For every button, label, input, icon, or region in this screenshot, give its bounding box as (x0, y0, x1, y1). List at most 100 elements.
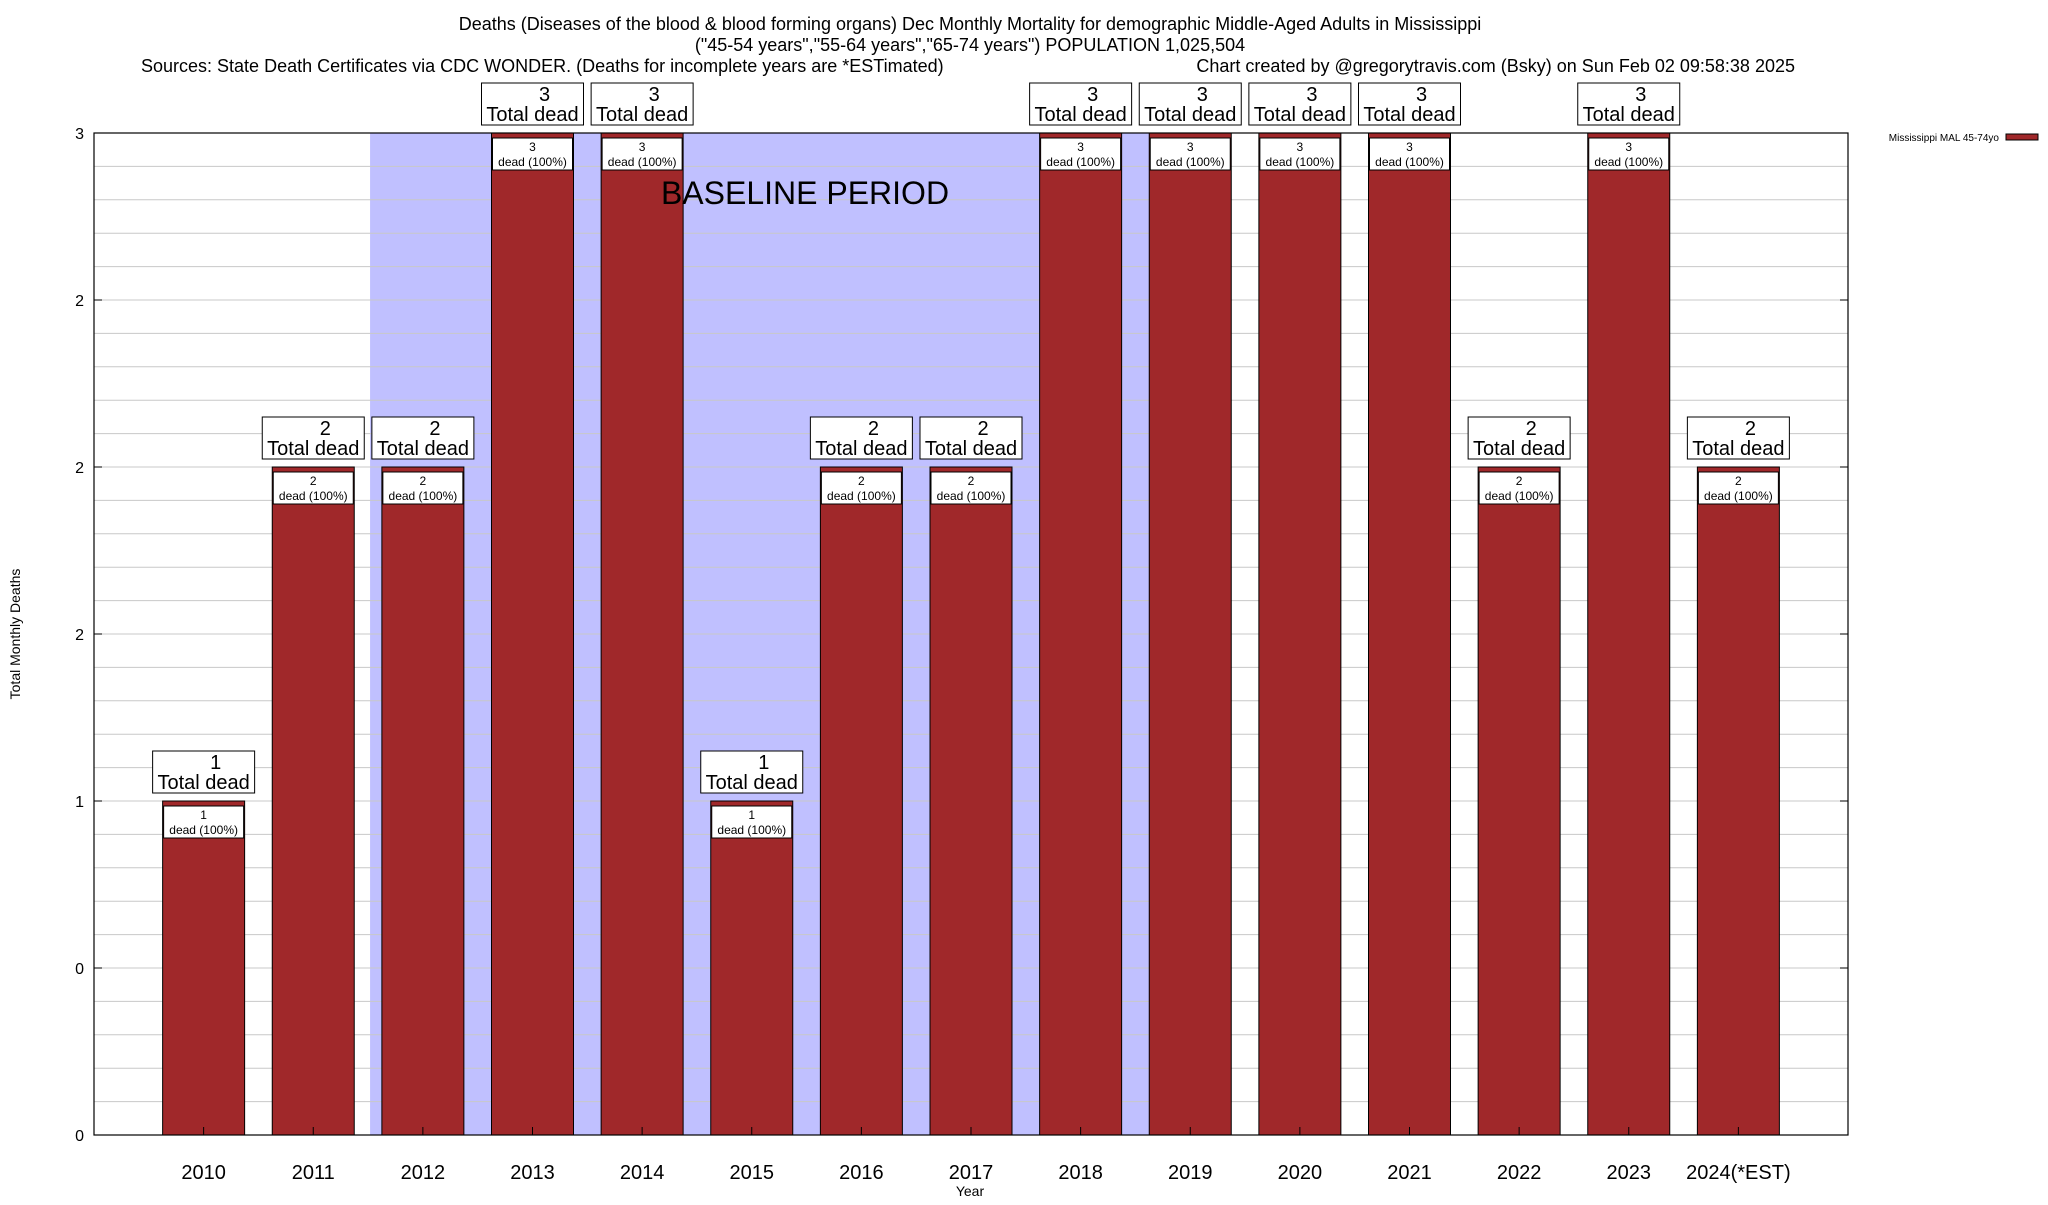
bar-2020 (1258, 132, 1342, 1136)
x-tick-label: 2019 (1168, 1162, 1213, 1184)
chart-subtitle: ("45-54 years","55-64 years","65-74 year… (695, 35, 1245, 55)
bar-2015 (710, 800, 794, 1136)
plot-frame (93, 132, 1849, 1136)
bars-layer (152, 82, 1790, 1136)
bar-inner-percent-label: dead (100%) (937, 489, 1006, 503)
bar-total-dead-label: Total dead (1583, 104, 1675, 126)
bar-2012 (381, 466, 465, 1136)
bar-total-dead-label: Total dead (486, 104, 578, 126)
bar-total-label-box (371, 416, 475, 460)
bar-total-value-label: 3 (1197, 84, 1208, 106)
bar-total-value-label: 3 (1087, 84, 1098, 106)
bar-2018 (1039, 132, 1123, 1136)
bar-inner-percent-label: dead (100%) (717, 823, 786, 837)
bar-total-dead-label: Total dead (925, 438, 1017, 460)
bar-2017 (929, 466, 1013, 1136)
bar-inner-percent-label: dead (100%) (1156, 155, 1225, 169)
bar-total-dead-label: Total dead (377, 438, 469, 460)
bar-total-value-label: 3 (1635, 84, 1646, 106)
x-tick-label: 2015 (730, 1162, 775, 1184)
bar-inner-value-label: 3 (1406, 140, 1413, 154)
bar-2023 (1587, 132, 1671, 1136)
bar-total-dead-label: Total dead (157, 772, 249, 794)
bar-2019 (1148, 132, 1232, 1136)
bar-total-value-label: 1 (210, 752, 221, 774)
bar-inner-value-label: 3 (1187, 140, 1194, 154)
bar-inner-value-label: 2 (968, 474, 975, 488)
bar-inner-value-label: 2 (1735, 474, 1742, 488)
x-tick-label: 2021 (1387, 1162, 1432, 1184)
bar-total-label-box (152, 750, 256, 794)
bar-inner-percent-label: dead (100%) (1375, 155, 1444, 169)
x-axis-label: Year (956, 1183, 985, 1199)
baseline-period-label: BASELINE PERIOD (661, 175, 949, 211)
bar-2022 (1477, 466, 1561, 1136)
x-tick-label: 2024(*EST) (1686, 1162, 1791, 1184)
bar-inner-label-box (1149, 137, 1231, 171)
legend: Mississippi MAL 45-74yo (1889, 133, 2039, 144)
legend-swatch (2005, 133, 2039, 141)
plot-frame-layer (93, 132, 1849, 1136)
bar-total-label-box (1358, 82, 1461, 126)
x-tick-label: 2017 (949, 1162, 994, 1184)
bar-total-dead-label: Total dead (596, 104, 688, 126)
bar-inner-percent-label: dead (100%) (279, 489, 348, 503)
bar-total-value-label: 2 (1526, 418, 1537, 440)
x-tick-label: 2013 (510, 1162, 555, 1184)
x-tick-label: 2010 (181, 1162, 226, 1184)
bar-inner-label-box (1040, 137, 1122, 171)
bar-total-value-label: 1 (758, 752, 769, 774)
y-tick-label: 1 (75, 794, 84, 811)
bar-inner-label-box (1478, 471, 1560, 505)
bar-inner-label-box (820, 471, 902, 505)
bar-2016 (819, 466, 903, 1136)
y-tick-label: 3 (75, 126, 84, 143)
bar-total-label-box (919, 416, 1023, 460)
bar-total-value-label: 2 (868, 418, 879, 440)
y-tick-label: 0 (75, 1128, 84, 1145)
bar-inner-value-label: 2 (420, 474, 427, 488)
bar-inner-label-box (163, 805, 245, 839)
bar-inner-percent-label: dead (100%) (1485, 489, 1554, 503)
bar-total-value-label: 3 (1306, 84, 1317, 106)
bar-total-label-box (261, 416, 365, 460)
bar-inner-percent-label: dead (100%) (1704, 489, 1773, 503)
bar-total-dead-label: Total dead (815, 438, 907, 460)
legend-entry-label: Mississippi MAL 45-74yo (1889, 133, 2000, 144)
bar-total-label-box (1686, 416, 1790, 460)
bar-total-label-box (481, 82, 584, 126)
x-tick-label: 2011 (292, 1162, 335, 1184)
y-axis-label: Total Monthly Deaths (7, 569, 23, 700)
chart-credit: Chart created by @gregorytravis.com (Bsk… (1196, 56, 1795, 76)
bar-2024(*EST) (1696, 466, 1780, 1136)
bar-inner-value-label: 3 (1297, 140, 1304, 154)
bar-total-value-label: 2 (1745, 418, 1756, 440)
bar-inner-value-label: 3 (1625, 140, 1632, 154)
x-tick-label: 2023 (1607, 1162, 1652, 1184)
bar-total-value-label: 3 (539, 84, 550, 106)
x-tick-label: 2014 (620, 1162, 665, 1184)
bar-2013 (491, 132, 574, 1136)
bar-inner-value-label: 2 (1516, 474, 1523, 488)
bar-total-label-box (590, 82, 694, 126)
bar-inner-label-box (272, 471, 354, 505)
bar-total-dead-label: Total dead (1034, 104, 1126, 126)
bar-inner-percent-label: dead (100%) (1266, 155, 1335, 169)
y-tick-label: 2 (75, 460, 84, 477)
bar-total-dead-label: Total dead (267, 438, 359, 460)
bar-inner-value-label: 3 (529, 140, 536, 154)
bar-total-value-label: 3 (1416, 84, 1427, 106)
bar-inner-percent-label: dead (100%) (169, 823, 238, 837)
bar-inner-label-box (492, 137, 573, 171)
bar-2011 (271, 466, 355, 1136)
bar-inner-label-box (1369, 137, 1450, 171)
bar-inner-percent-label: dead (100%) (608, 155, 677, 169)
bar-inner-percent-label: dead (100%) (1046, 155, 1115, 169)
bar-total-value-label: 2 (977, 418, 988, 440)
y-tick-label: 2 (75, 627, 84, 644)
bar-inner-percent-label: dead (100%) (389, 489, 458, 503)
bar-total-label-box (1467, 416, 1571, 460)
bar-inner-value-label: 3 (639, 140, 646, 154)
bar-total-dead-label: Total dead (1144, 104, 1236, 126)
